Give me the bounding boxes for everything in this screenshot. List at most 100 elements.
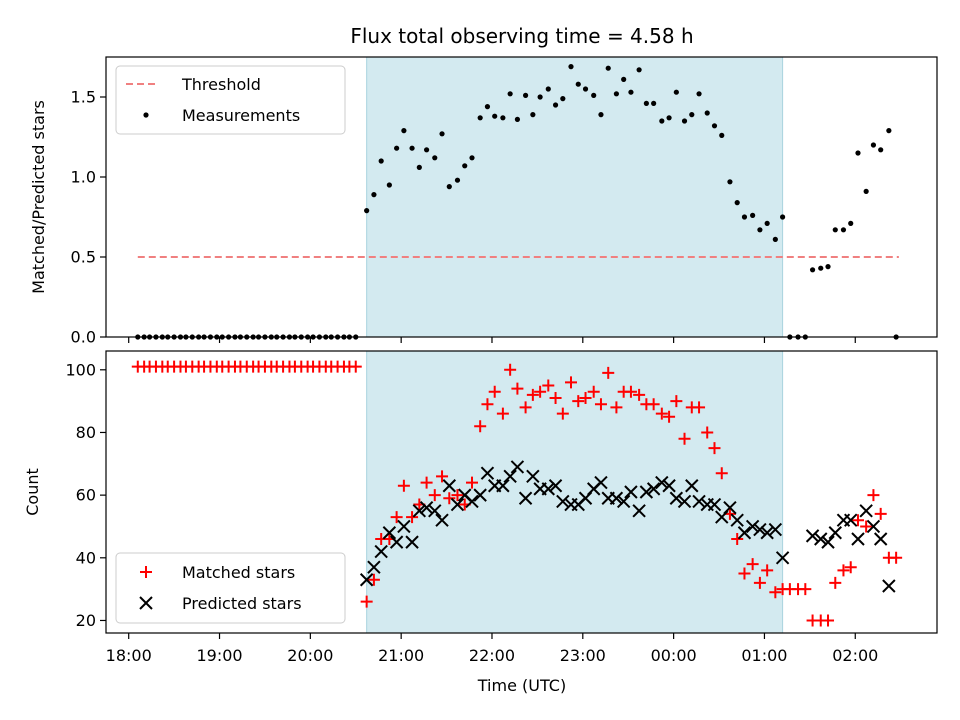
data-point — [451, 489, 464, 502]
data-point — [753, 522, 767, 537]
x-tick-label: 00:00 — [651, 646, 697, 665]
y-tick-label: 60 — [76, 486, 96, 505]
data-point — [814, 532, 828, 546]
data-point — [799, 583, 812, 596]
data-point — [715, 467, 728, 480]
y-tick-label: 1.0 — [71, 168, 96, 187]
data-point — [821, 535, 835, 549]
data-point — [605, 65, 611, 71]
data-point — [378, 158, 384, 164]
x-tick-label: 19:00 — [196, 646, 242, 665]
x-axis-title: Time (UTC) — [477, 676, 566, 695]
data-point — [466, 476, 479, 489]
data-point — [397, 479, 410, 492]
data-point — [878, 147, 884, 153]
data-point — [496, 407, 509, 420]
data-point — [469, 155, 475, 161]
data-point — [401, 128, 407, 134]
data-point — [844, 513, 858, 527]
data-point — [746, 558, 759, 571]
data-point — [829, 576, 842, 589]
data-point — [542, 379, 555, 392]
data-point — [719, 132, 725, 138]
data-point — [851, 532, 865, 546]
data-point — [844, 561, 857, 574]
data-point — [364, 208, 370, 214]
data-point — [511, 382, 524, 395]
x-tick-label: 02:00 — [832, 646, 878, 665]
data-point — [639, 485, 654, 499]
y-tick-label: 0.0 — [71, 328, 96, 347]
data-point — [663, 410, 676, 423]
data-point — [707, 497, 722, 512]
data-point — [848, 220, 854, 226]
data-point — [500, 115, 506, 121]
data-point — [568, 64, 574, 70]
data-point — [450, 497, 465, 512]
data-point — [628, 89, 634, 95]
y-tick-label: 0.5 — [71, 248, 96, 267]
data-point — [541, 482, 555, 496]
data-point — [886, 128, 892, 134]
data-point — [406, 511, 419, 524]
data-point — [416, 164, 422, 170]
data-point — [545, 86, 551, 92]
legend-label: Threshold — [181, 75, 261, 94]
data-point — [359, 573, 374, 587]
data-point — [503, 469, 517, 484]
x-tick-label: 21:00 — [378, 646, 424, 665]
observing-window-band — [366, 56, 784, 338]
legend-label: Matched stars — [182, 563, 295, 582]
data-point — [621, 76, 627, 82]
observing-window-band — [366, 350, 784, 634]
data-point — [805, 529, 820, 543]
data-point — [579, 392, 592, 404]
data-point — [602, 366, 615, 379]
data-point — [870, 142, 877, 148]
data-point — [556, 494, 570, 509]
legend: Matched stars Predicted stars — [115, 552, 346, 624]
data-point — [477, 115, 483, 121]
data-point — [753, 576, 766, 589]
data-point — [741, 214, 748, 220]
data-point — [389, 535, 404, 549]
data-point — [526, 388, 539, 401]
data-point — [412, 504, 427, 518]
data-point — [825, 264, 831, 270]
data-point — [863, 188, 869, 194]
data-point — [504, 363, 517, 376]
data-point — [646, 482, 661, 496]
data-point — [484, 104, 491, 110]
legend-box — [115, 552, 346, 624]
data-point — [708, 442, 721, 455]
data-point — [507, 91, 513, 97]
data-point — [552, 102, 559, 108]
data-point — [704, 110, 710, 116]
data-point — [737, 526, 752, 540]
data-point — [480, 466, 495, 480]
data-point — [768, 522, 783, 537]
y-axis-title: Count — [23, 468, 42, 516]
data-point — [462, 163, 468, 169]
data-point — [769, 586, 782, 599]
data-point — [549, 392, 562, 404]
x-tick-label: 01:00 — [741, 646, 787, 665]
data-point — [534, 385, 547, 398]
data-point — [518, 491, 533, 505]
data-point — [866, 519, 881, 534]
data-point — [723, 500, 737, 515]
chart-title: Flux total observing time = 4.58 h — [350, 24, 693, 48]
data-point — [772, 236, 778, 242]
data-point — [840, 227, 847, 233]
data-point — [613, 91, 620, 97]
data-point — [587, 385, 600, 398]
data-point — [390, 511, 403, 524]
data-point — [764, 220, 770, 226]
data-point — [745, 519, 760, 534]
data-point — [420, 476, 433, 489]
legend-swatch — [140, 566, 152, 578]
data-point — [397, 519, 411, 534]
data-point — [867, 489, 880, 502]
data-point — [548, 479, 563, 493]
data-point — [522, 92, 529, 98]
